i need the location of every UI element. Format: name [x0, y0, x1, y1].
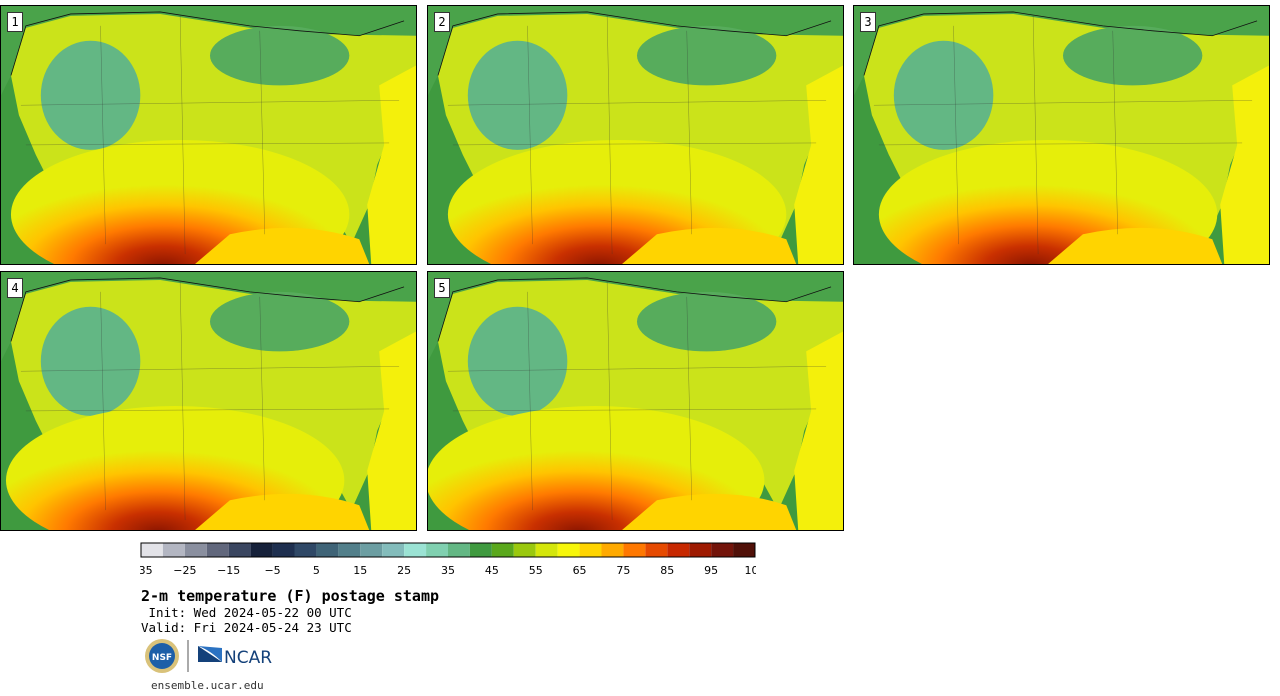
colorbar-bin — [404, 543, 427, 557]
colorbar-tick-label: 55 — [529, 564, 543, 577]
temperature-map — [428, 272, 843, 530]
colorbar-tick-label: 25 — [397, 564, 411, 577]
temperature-map — [1, 6, 416, 264]
colorbar-bin — [623, 543, 646, 557]
colorbar-tick-label: 105 — [745, 564, 757, 577]
colorbar-tick-label: −25 — [173, 564, 196, 577]
colorbar-bin — [228, 543, 251, 557]
colorbar-bin — [711, 543, 734, 557]
colorbar-bin — [206, 543, 229, 557]
ncar-logo-text: NCAR — [224, 648, 272, 668]
colorbar-bin — [645, 543, 668, 557]
colorbar-tick-label: 95 — [704, 564, 718, 577]
colorbar-bin — [294, 543, 317, 557]
temperature-map — [1, 272, 416, 530]
colorbar-bin — [448, 543, 470, 557]
colorbar-bin — [184, 543, 207, 557]
colorbar-tick-label: −35 — [140, 564, 153, 577]
member-panel-5: 5 — [427, 271, 844, 531]
colorbar-bin — [557, 543, 580, 557]
colorbar-tick-label: −15 — [217, 564, 240, 577]
panel-number-label: 2 — [434, 12, 450, 32]
website-link[interactable]: ensemble.ucar.edu — [151, 679, 264, 692]
panel-number-label: 3 — [860, 12, 876, 32]
member-panel-2: 2 — [427, 5, 844, 265]
colorbar-bin — [513, 543, 536, 557]
colorbar-bin — [426, 543, 448, 557]
valid-time: Valid: Fri 2024-05-24 23 UTC — [141, 620, 352, 635]
colorbar-bin — [162, 543, 185, 557]
temperature-map — [854, 6, 1269, 264]
member-panel-3: 3 — [853, 5, 1270, 265]
colorbar-tick-label: 45 — [485, 564, 499, 577]
nsf-logo: NSF — [145, 639, 179, 673]
panel-number-label: 4 — [7, 278, 23, 298]
panel-number-label: 1 — [7, 12, 23, 32]
member-panel-4: 4 — [0, 271, 417, 531]
colorbar-tick-label: 35 — [441, 564, 455, 577]
colorbar-bin — [733, 543, 755, 557]
colorbar-bin — [579, 543, 602, 557]
colorbar-bin — [535, 543, 558, 557]
panel-number-label: 5 — [434, 278, 450, 298]
init-time: Init: Wed 2024-05-22 00 UTC — [141, 605, 352, 620]
temperature-map — [428, 6, 843, 264]
colorbar-frame — [140, 542, 756, 558]
colorbar-tick-label: 65 — [573, 564, 587, 577]
colorbar-tick-label: 85 — [660, 564, 674, 577]
colorbar-bin — [316, 543, 339, 557]
map-title: 2-m temperature (F) postage stamp — [141, 587, 440, 605]
ncar-logo: NCAR — [198, 646, 272, 668]
colorbar-bin — [469, 543, 492, 557]
colorbar-tick-label: 15 — [353, 564, 367, 577]
colorbar-bin — [382, 543, 405, 557]
colorbar-tick-label: −5 — [264, 564, 280, 577]
colorbar-bin — [272, 543, 295, 557]
nsf-logo-text: NSF — [152, 653, 172, 663]
colorbar-bin — [250, 543, 273, 557]
colorbar-tick-label: 75 — [616, 564, 630, 577]
logos: NSF NCAR — [145, 639, 272, 673]
colorbar-bin — [491, 543, 514, 557]
member-panel-1: 1 — [0, 5, 417, 265]
colorbar-bin — [360, 543, 383, 557]
colorbar-bin — [601, 543, 624, 557]
colorbar-tick-label: 5 — [313, 564, 320, 577]
colorbar-bin — [689, 543, 712, 557]
colorbar-bin — [141, 543, 163, 557]
temperature-colorbar: −35−25−15−55152535455565758595105115 — [140, 542, 757, 577]
colorbar-bin — [667, 543, 690, 557]
colorbar-bin — [338, 543, 361, 557]
